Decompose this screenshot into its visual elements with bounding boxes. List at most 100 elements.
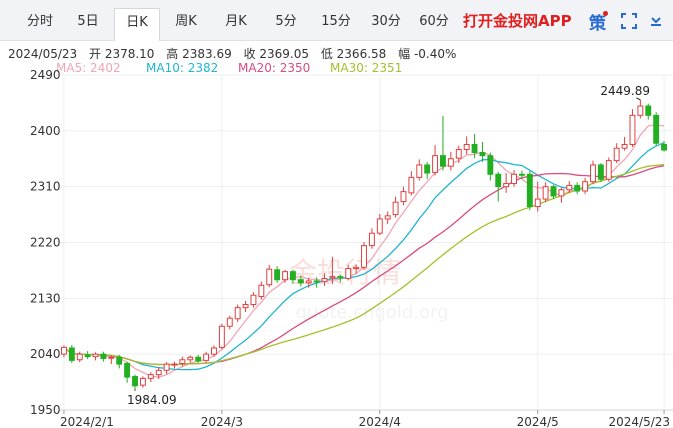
candle [534,181,541,212]
candle [68,344,75,363]
candle [218,323,225,350]
candle [195,354,202,363]
candle [226,315,233,330]
candle-body-down [661,143,667,151]
candle [621,137,628,151]
candle-body-up [282,271,288,281]
candle-body-down [297,279,304,284]
candle-body-up [61,346,67,355]
candle-body-down [100,353,107,360]
candle-body-up [218,325,225,348]
candles [61,99,667,389]
tab-60min[interactable]: 60分 [419,14,449,29]
candle-body-up [534,198,541,208]
candle-body-up [108,356,115,359]
candle-body-down [597,164,604,180]
candle-body-down [518,173,525,176]
candle [653,112,660,146]
candle-body-up [155,369,162,376]
tab-15min[interactable]: 15分 [321,14,351,29]
candle [289,269,296,284]
candle-body-down [313,280,320,283]
tab-weekly-k[interactable]: 周K [175,14,197,29]
candle-body-down [274,269,281,281]
ma10-legend: MA10: 2382 [146,61,219,75]
candle [487,152,494,181]
grid-layer [60,74,673,414]
candle-body-down [471,143,478,154]
strategy-button[interactable]: 策 [589,14,606,34]
candle-body-down [195,356,202,362]
period-tab-bar: 分时 5日 日K 周K 月K 5分 15分 30分 60分 打开金投网APP 策 [0,0,673,41]
candle-body-up [321,277,328,283]
open-app-link[interactable]: 打开金投网APP [463,12,572,30]
fullscreen-icon[interactable] [621,13,637,29]
candle-body-down [84,354,91,358]
candle-body-up [211,347,217,355]
candle [313,277,320,288]
x-tick-label: 2024/5 [517,415,559,428]
candle-body-up [613,147,620,162]
low-annotation: 1984.09 [127,393,177,407]
candle-body-down [68,347,75,361]
candle-body-up [447,158,454,167]
candle [100,351,107,362]
ma20-legend: MA20: 2350 [238,61,311,75]
candle [408,171,415,196]
candle-body-up [408,176,415,194]
candle-body-up [511,173,517,185]
candle [558,187,565,203]
candle-body-up [376,218,383,234]
candle-body-up [384,215,391,220]
candle [305,277,312,288]
candle [211,345,217,357]
ma5-legend: MA5: 2402 [56,61,121,75]
y-tick-label: 2130 [30,291,61,305]
y-tick-label: 2220 [30,236,61,250]
candle [132,374,138,389]
y-tick-label: 2040 [30,347,61,361]
candle-body-up [605,160,612,180]
tab-5day[interactable]: 5日 [77,14,99,29]
info-high: 高 2383.69 [166,47,232,61]
candle [503,173,510,193]
candle-body-up [203,353,210,361]
candle [392,196,399,218]
download-icon[interactable] [649,13,663,27]
tab-intraday[interactable]: 分时 [26,14,53,29]
tab-30min[interactable]: 30分 [371,14,401,29]
tab-5min[interactable]: 5分 [275,14,297,29]
annotations: 2449.89 1984.09 [127,84,650,407]
candle [250,292,257,308]
candle [84,351,91,360]
tab-daily-k[interactable]: 日K [114,8,160,41]
candle-body-up [258,284,265,297]
watermark-url: quote.cngold.org [295,302,448,323]
tab-monthly-k[interactable]: 月K [225,14,247,29]
candle-body-down [479,152,486,157]
ma30-legend: MA30: 2351 [330,61,403,75]
y-tick-label: 1950 [30,403,61,417]
candle-body-up [432,155,439,173]
candle [337,274,344,283]
candle-body-up [242,304,249,309]
y-tick-label: 2400 [30,124,61,138]
candle [321,273,328,286]
candle-body-up [226,317,233,327]
candle-body-up [566,184,573,191]
candle [400,186,407,206]
candle-body-up [590,164,596,183]
candle-body-up [163,363,170,371]
candle [424,161,431,180]
candle [171,361,178,369]
candle [376,213,383,236]
candle-body-down [487,155,494,175]
candle-body-up [147,374,154,379]
y-tick-label: 2490 [30,68,61,82]
candle [163,362,170,375]
candle [282,269,288,283]
candle [479,142,486,162]
candle [61,345,67,358]
info-low: 低 2366.58 [320,47,387,61]
candle-body-up [353,266,360,270]
